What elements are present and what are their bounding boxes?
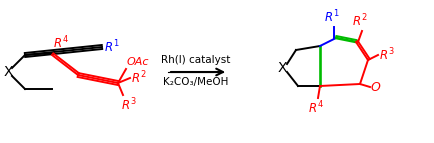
Text: X: X xyxy=(276,61,286,75)
Text: $R^3$: $R^3$ xyxy=(378,47,394,63)
Text: $R^3$: $R^3$ xyxy=(121,97,136,114)
Text: OAc: OAc xyxy=(127,57,149,67)
Text: $R^4$: $R^4$ xyxy=(53,34,69,51)
Text: $R^1$: $R^1$ xyxy=(323,8,339,25)
Text: $R^4$: $R^4$ xyxy=(307,100,323,117)
Text: $R^1$: $R^1$ xyxy=(104,39,119,55)
Text: O: O xyxy=(370,81,380,94)
Text: $R^2$: $R^2$ xyxy=(352,12,367,29)
Text: X: X xyxy=(3,65,13,79)
Text: K₂CO₃/MeOH: K₂CO₃/MeOH xyxy=(163,77,228,87)
Text: Rh(I) catalyst: Rh(I) catalyst xyxy=(161,55,230,65)
Text: $R^2$: $R^2$ xyxy=(131,70,146,86)
